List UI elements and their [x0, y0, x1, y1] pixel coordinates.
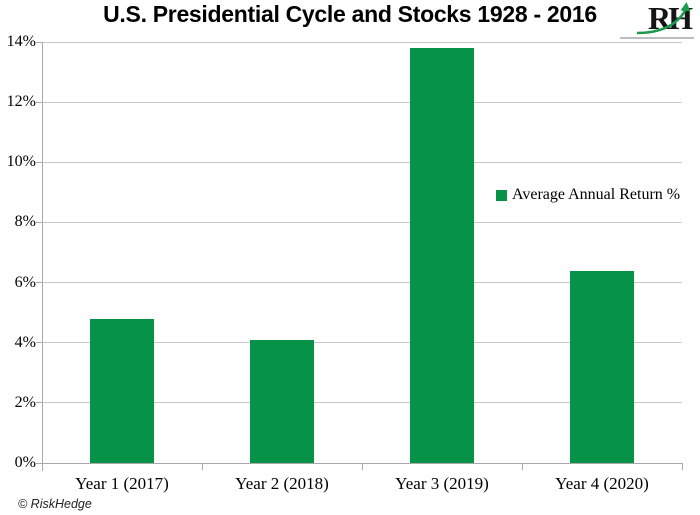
- chart-title: U.S. Presidential Cycle and Stocks 1928 …: [103, 1, 597, 27]
- x-tick: [362, 463, 363, 470]
- y-tick: [36, 462, 42, 464]
- y-tick-label: 8%: [14, 213, 36, 231]
- bar: [570, 270, 634, 463]
- x-tick: [682, 463, 683, 470]
- gridline: [42, 402, 682, 404]
- gridline: [42, 342, 682, 344]
- y-tick-label: 6%: [14, 273, 36, 291]
- y-tick: [36, 41, 42, 43]
- x-tick-label: Year 1 (2017): [75, 474, 169, 493]
- y-tick: [36, 161, 42, 163]
- y-tick: [36, 101, 42, 103]
- y-tick-label: 0%: [14, 454, 36, 471]
- gridline: [42, 221, 682, 223]
- bar: [90, 318, 154, 463]
- bar: [250, 339, 314, 463]
- copyright-note: © RiskHedge: [18, 497, 92, 511]
- y-tick-label: 4%: [14, 333, 36, 351]
- gridline: [42, 41, 682, 43]
- gridline: [42, 101, 682, 103]
- legend-swatch: [496, 189, 507, 201]
- legend: Average Annual Return %: [496, 186, 680, 204]
- x-tick-label: Year 3 (2019): [395, 474, 489, 493]
- y-tick-label: 2%: [14, 393, 36, 411]
- riskhedge-logo: RH: [620, 0, 694, 39]
- y-tick-label: 10%: [6, 153, 36, 171]
- y-axis-line: [42, 42, 43, 471]
- growth-arrow-icon: [636, 2, 691, 35]
- gridline: [42, 161, 682, 163]
- bar: [410, 48, 474, 463]
- y-tick: [36, 221, 42, 223]
- y-tick: [36, 402, 42, 404]
- x-tick: [522, 463, 523, 470]
- logo-underline: [620, 37, 694, 39]
- y-tick: [36, 342, 42, 344]
- gridline: [42, 282, 682, 284]
- y-tick-label: 12%: [6, 93, 36, 111]
- y-tick-label: 14%: [6, 33, 36, 50]
- x-tick-label: Year 2 (2018): [235, 474, 329, 493]
- x-tick: [202, 463, 203, 470]
- legend-label: Average Annual Return %: [512, 186, 681, 203]
- x-tick-label: Year 4 (2020): [555, 474, 649, 493]
- y-tick: [36, 282, 42, 284]
